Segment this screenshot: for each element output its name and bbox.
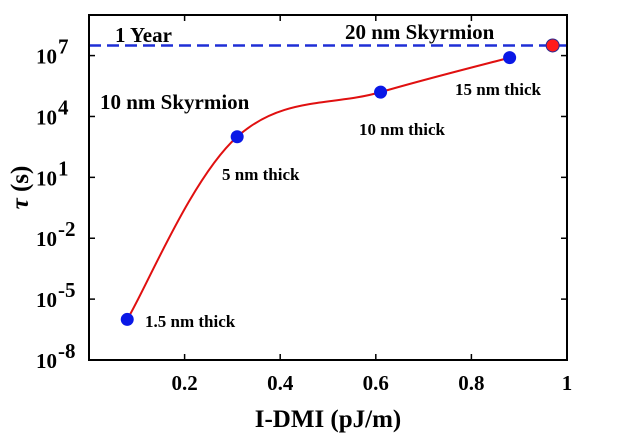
y-tick-base: 10 (36, 166, 57, 190)
y-axis-unit: (s) (7, 166, 34, 199)
data-point-20nm (545, 38, 560, 53)
marker-group (120, 38, 560, 326)
x-tick-label: 0.6 (363, 371, 389, 395)
x-tick-label: 0.8 (458, 371, 484, 395)
x-tick-label: 1 (562, 371, 573, 395)
y-tick-base: 10 (36, 288, 57, 312)
point-label-1-5nm: 1.5 nm thick (145, 312, 236, 331)
data-point-10nm (374, 85, 388, 99)
y-tick-exponent: -5 (58, 278, 76, 302)
reference-line-label: 1 Year (115, 23, 172, 47)
series-label-20nm: 20 nm Skyrmion (345, 20, 495, 44)
y-tick-base: 10 (36, 105, 57, 129)
point-label-5nm: 5 nm thick (222, 165, 300, 184)
plot-frame (88, 14, 568, 361)
y-tick-label: 10 (36, 227, 57, 251)
y-tick-label: 10 (36, 166, 57, 190)
y-axis-title: τ (s) (7, 166, 34, 210)
series-line-10nm (126, 56, 510, 320)
x-tick-label: 0.2 (171, 371, 197, 395)
y-tick-label: 10 (36, 105, 57, 129)
y-tick-exponent: 1 (58, 156, 69, 180)
series-label-10nm: 10 nm Skyrmion (100, 90, 250, 114)
y-tick-base: 10 (36, 45, 57, 69)
x-axis-title: I-DMI (pJ/m) (255, 406, 402, 433)
y-tick-exponent: -2 (58, 217, 76, 241)
data-point-10nm (120, 312, 134, 326)
y-tick-exponent: 7 (58, 35, 69, 59)
y-tick-label: 10 (36, 349, 57, 373)
y-tick-base: 10 (36, 349, 57, 373)
y-tick-label: 10 (36, 288, 57, 312)
y-axis-symbol: τ (7, 197, 34, 209)
data-point-10nm (503, 51, 517, 65)
x-tick-labels: 0.2 0.4 0.6 0.8 1 (171, 371, 572, 395)
series-line-group (126, 56, 510, 320)
y-tick-exponent: -8 (58, 339, 76, 363)
y-tick-exponent: 4 (58, 95, 69, 119)
y-tick-base: 10 (36, 227, 57, 251)
annotations: 1 Year 10 nm Skyrmion 20 nm Skyrmion 1.5… (100, 20, 542, 331)
point-label-15nm: 15 nm thick (455, 80, 542, 99)
data-point-10nm (230, 130, 244, 144)
point-label-10nm: 10 nm thick (359, 120, 446, 139)
y-tick-label: 10 (36, 45, 57, 69)
x-tick-label: 0.4 (267, 371, 294, 395)
